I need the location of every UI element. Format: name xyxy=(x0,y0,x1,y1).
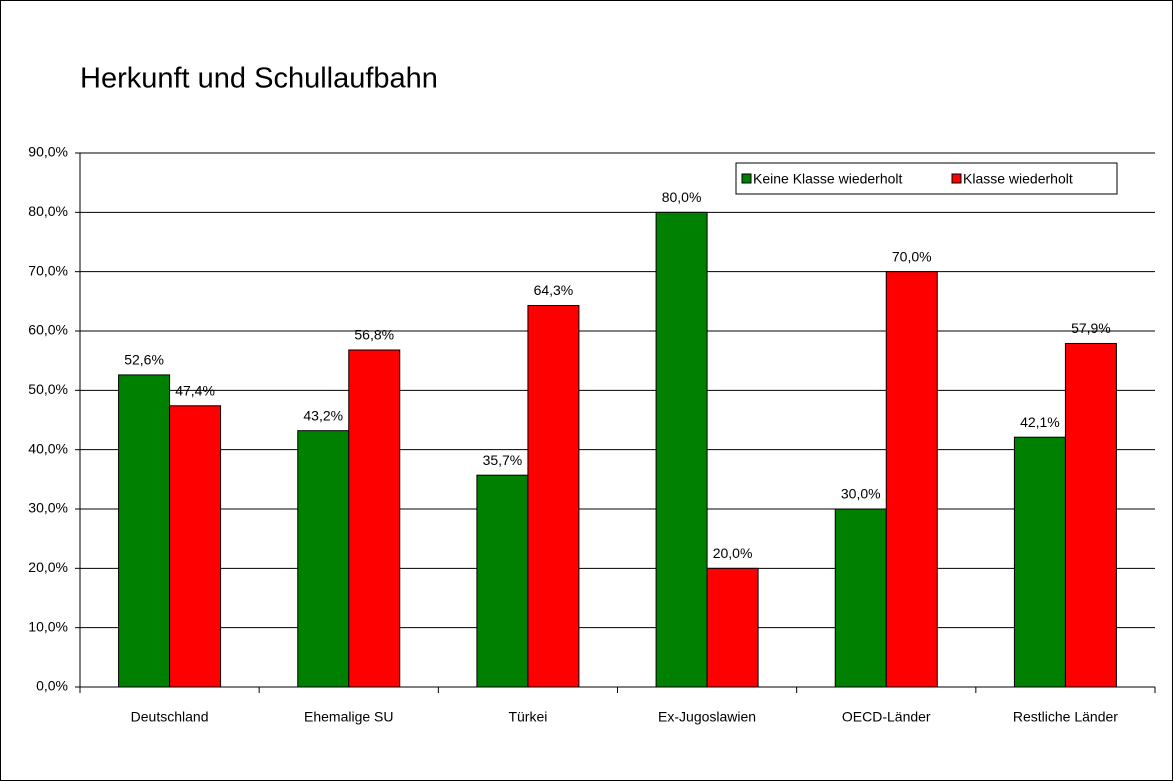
value-label: 64,3% xyxy=(534,282,574,298)
value-label: 30,0% xyxy=(841,486,881,502)
value-label: 57,9% xyxy=(1071,320,1111,336)
x-tick-label: Türkei xyxy=(508,709,547,725)
bar xyxy=(834,508,887,688)
legend-swatch xyxy=(741,173,752,184)
bar xyxy=(706,567,759,688)
legend-label: Keine Klasse wiederholt xyxy=(753,171,903,187)
bar xyxy=(348,349,401,688)
value-label: 70,0% xyxy=(892,248,932,264)
bar xyxy=(885,271,938,688)
x-tick-label: Ex-Jugoslawien xyxy=(658,709,756,725)
bar xyxy=(118,374,171,688)
y-tick-label: 90,0% xyxy=(28,144,68,160)
value-label: 43,2% xyxy=(303,407,343,423)
x-tick-label: OECD-Länder xyxy=(842,709,931,725)
value-label: 42,1% xyxy=(1020,414,1060,430)
x-tick-label: Restliche Länder xyxy=(1013,709,1118,725)
y-tick-label: 20,0% xyxy=(28,559,68,575)
bar xyxy=(1013,436,1066,688)
bar xyxy=(297,430,350,688)
bar xyxy=(1064,342,1117,688)
bar xyxy=(527,304,580,688)
legend-swatch xyxy=(951,173,962,184)
legend-box xyxy=(735,162,1118,195)
value-label: 35,7% xyxy=(483,452,523,468)
value-label: 47,4% xyxy=(175,382,215,398)
legend-label: Klasse wiederholt xyxy=(963,171,1073,187)
x-tick-label: Ehemalige SU xyxy=(304,709,394,725)
bar xyxy=(655,211,708,688)
bar xyxy=(476,474,529,688)
y-tick-label: 10,0% xyxy=(28,618,68,634)
value-label: 80,0% xyxy=(662,189,702,205)
y-tick-label: 0,0% xyxy=(36,678,68,694)
x-tick-label: Deutschland xyxy=(131,709,209,725)
y-tick-label: 30,0% xyxy=(28,500,68,516)
y-tick-label: 70,0% xyxy=(28,262,68,278)
chart-title: Herkunft und Schullaufbahn xyxy=(80,63,438,95)
value-label: 52,6% xyxy=(124,352,164,368)
y-tick-label: 60,0% xyxy=(28,322,68,338)
value-label: 56,8% xyxy=(354,327,394,343)
y-tick-label: 80,0% xyxy=(28,203,68,219)
y-tick-label: 50,0% xyxy=(28,381,68,397)
bar xyxy=(169,405,222,688)
y-tick-label: 40,0% xyxy=(28,440,68,456)
value-label: 20,0% xyxy=(713,545,753,561)
